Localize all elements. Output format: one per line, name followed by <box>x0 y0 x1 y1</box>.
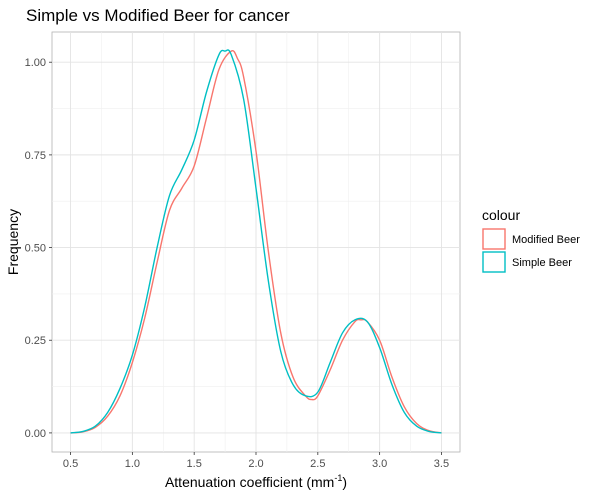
x-tick-label: 2.5 <box>310 458 325 470</box>
y-tick-label: 0.50 <box>25 243 46 255</box>
series-line-modified-beer <box>70 50 442 434</box>
legend-label-simple-beer: Simple Beer <box>512 257 572 269</box>
y-tick-label: 0.00 <box>25 428 46 440</box>
x-tick-label: 3.0 <box>372 458 387 470</box>
x-tick-label: 0.5 <box>63 458 78 470</box>
legend-items: Modified Beer Simple Beer <box>482 228 580 273</box>
grid-major <box>52 32 460 452</box>
legend-title: colour <box>482 207 520 223</box>
x-tick-label: 1.0 <box>125 458 140 470</box>
y-axis-ticks: 0.00 0.25 0.50 0.75 1.00 <box>25 57 52 440</box>
x-axis-title-main: Attenuation coefficient (mm <box>165 474 334 490</box>
y-tick-label: 1.00 <box>25 57 46 69</box>
x-axis-title: Attenuation coefficient (mm-1) <box>165 473 347 490</box>
series-lines <box>70 49 442 434</box>
y-axis-title: Frequency <box>5 209 21 275</box>
legend-key-modified-beer <box>482 228 506 250</box>
y-tick-label: 0.25 <box>25 335 46 347</box>
series-line-simple-beer <box>70 49 442 434</box>
x-axis-ticks: 0.5 1.0 1.5 2.0 2.5 3.0 3.5 <box>63 452 449 470</box>
legend-label-modified-beer: Modified Beer <box>512 234 580 246</box>
legend: colour Modified Beer Simple Beer <box>482 207 580 273</box>
x-axis-title-suffix: ) <box>342 474 347 490</box>
x-tick-label: 2.0 <box>248 458 263 470</box>
chart-title: Simple vs Modified Beer for cancer <box>26 6 290 25</box>
x-tick-label: 1.5 <box>187 458 202 470</box>
x-tick-label: 3.5 <box>434 458 449 470</box>
x-axis-title-superscript: -1 <box>334 473 342 483</box>
legend-key-simple-beer <box>482 251 506 273</box>
y-tick-label: 0.75 <box>25 150 46 162</box>
